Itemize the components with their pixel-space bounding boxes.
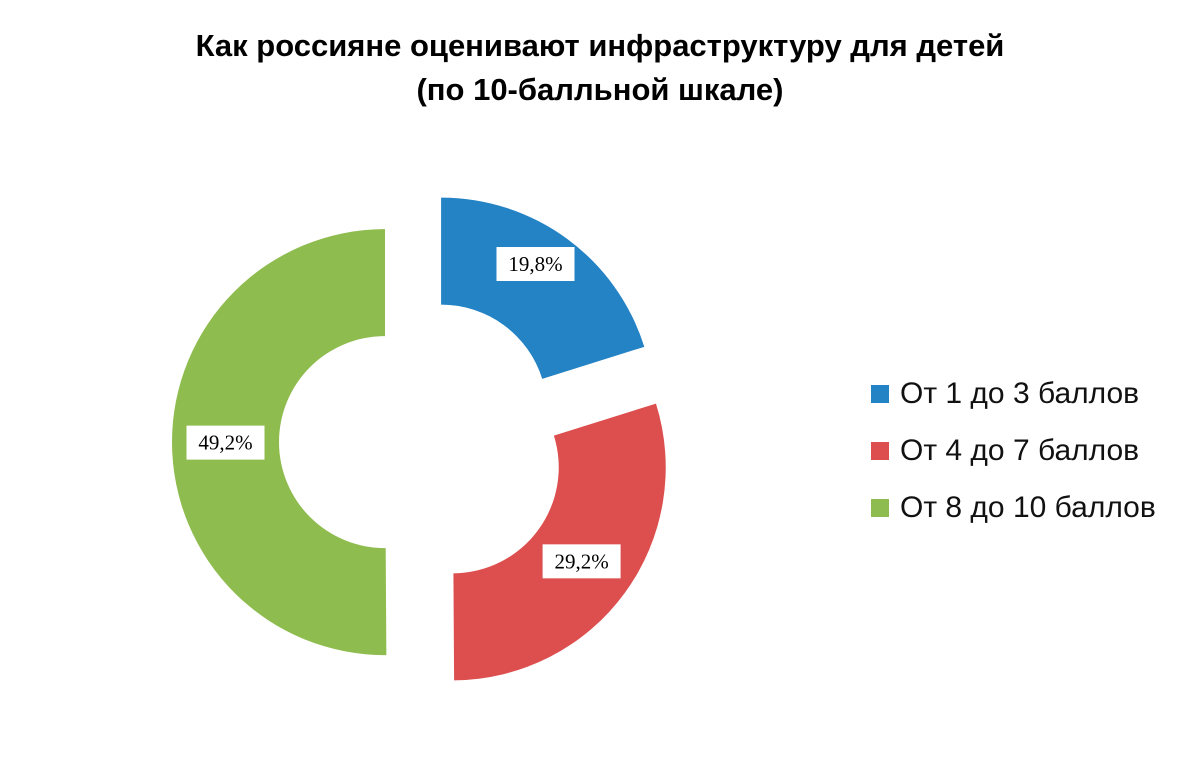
data-label-text-1: 19,8% — [508, 252, 562, 276]
chart-title-line-2: (по 10-балльной шкале) — [416, 72, 784, 107]
data-label-2: 29,2% — [542, 544, 621, 579]
data-label-box-3 — [186, 425, 265, 460]
legend-item-3: От 8 до 10 баллов — [871, 479, 1156, 536]
legend-item-1: От 1 до 3 баллов — [871, 365, 1156, 422]
legend-swatch-3 — [871, 498, 889, 517]
doughnut-slice-1 — [441, 197, 645, 379]
chart-legend: От 1 до 3 баллов От 4 до 7 баллов От 8 д… — [871, 365, 1156, 536]
data-label-box-1 — [496, 247, 575, 282]
data-label-3: 49,2% — [186, 425, 265, 460]
doughnut-slice-2 — [453, 403, 666, 681]
chart-title-line-1: Как россияне оценивают инфраструктуру дл… — [195, 28, 1005, 63]
legend-swatch-1 — [871, 384, 889, 403]
data-label-1: 19,8% — [496, 247, 575, 282]
data-label-box-2 — [542, 544, 621, 579]
legend-label-2: От 4 до 7 баллов — [900, 433, 1140, 467]
data-label-text-2: 29,2% — [554, 549, 608, 573]
legend-item-2: От 4 до 7 баллов — [871, 422, 1156, 479]
legend-label-1: От 1 до 3 баллов — [900, 376, 1140, 410]
chart-title: Как россияне оценивают инфраструктуру дл… — [0, 24, 1200, 112]
doughnut-slice-3 — [171, 229, 387, 656]
legend-swatch-2 — [871, 441, 889, 460]
legend-label-3: От 8 до 10 баллов — [900, 490, 1156, 524]
data-label-text-3: 49,2% — [198, 431, 252, 455]
